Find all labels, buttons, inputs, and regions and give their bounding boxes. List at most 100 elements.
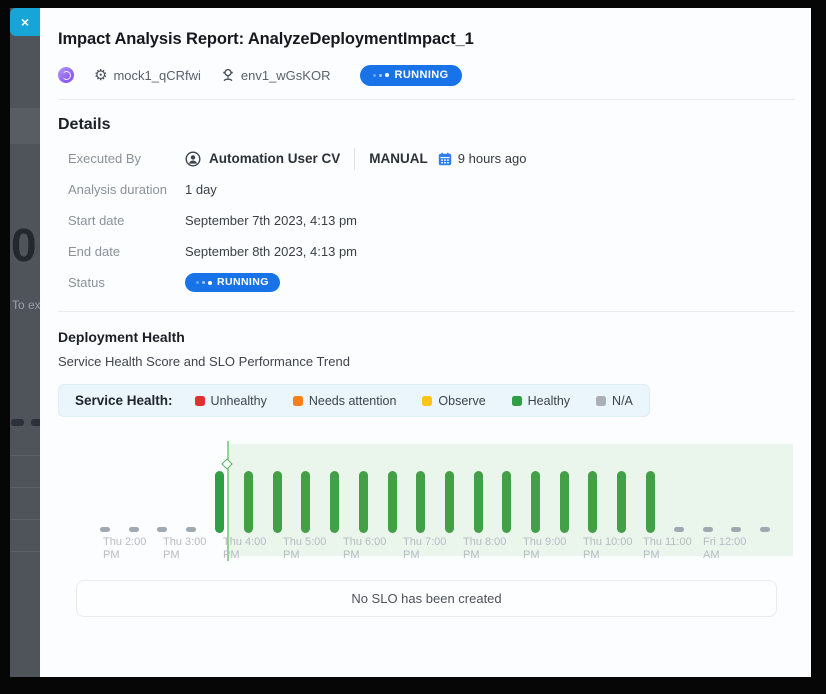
chart-marker[interactable] bbox=[674, 527, 684, 532]
chart-marker[interactable] bbox=[157, 527, 168, 532]
gear-icon: ⚙ bbox=[94, 66, 108, 84]
x-axis-label: Fri 12:00 AM bbox=[703, 536, 747, 561]
x-axis-label: Thu 2:00 PM bbox=[103, 536, 147, 561]
chart-marker[interactable] bbox=[358, 471, 368, 533]
chart-marker[interactable] bbox=[416, 471, 426, 533]
environment-label: env1_wGsKOR bbox=[240, 67, 331, 83]
legend-label: Unhealthy bbox=[210, 393, 267, 408]
detail-value: 1 day bbox=[185, 182, 217, 197]
chart-legend: Service Health: Unhealthy Needs attention… bbox=[58, 384, 650, 417]
detail-label: Executed By bbox=[68, 151, 141, 166]
backdrop-big-number: 0 bbox=[11, 219, 37, 271]
chart-marker[interactable] bbox=[617, 471, 627, 533]
x-axis-label: Thu 11:00 PM bbox=[643, 536, 692, 561]
vertical-divider bbox=[354, 147, 356, 170]
x-axis-label: Thu 8:00 PM bbox=[463, 536, 507, 561]
app-logo-icon bbox=[58, 67, 74, 83]
legend-swatch-icon bbox=[511, 395, 522, 406]
legend-item[interactable]: Unhealthy bbox=[194, 393, 267, 408]
chart-marker[interactable] bbox=[128, 527, 139, 532]
x-axis-label: Thu 6:00 PM bbox=[343, 536, 387, 561]
backdrop-row-divider bbox=[10, 455, 40, 456]
status-row: Status RUNNING bbox=[58, 267, 795, 298]
mock-service-chip: ⚙ mock1_qCRfwi bbox=[94, 68, 201, 83]
legend-swatch-icon bbox=[194, 395, 205, 406]
chart-marker[interactable] bbox=[531, 471, 540, 533]
dimmed-page-backdrop: 0 To exp bbox=[10, 8, 40, 677]
detail-label: Analysis duration bbox=[68, 182, 167, 197]
chart-marker[interactable] bbox=[100, 527, 110, 532]
legend-swatch-icon bbox=[596, 395, 607, 406]
environment-icon bbox=[221, 68, 235, 82]
chart-marker[interactable] bbox=[702, 527, 713, 532]
executed-by-user: Automation User CV bbox=[209, 151, 341, 166]
backdrop-row-divider bbox=[10, 487, 40, 488]
deployment-health-heading: Deployment Health bbox=[58, 329, 185, 345]
calendar-icon bbox=[438, 152, 452, 166]
report-title: Impact Analysis Report: AnalyzeDeploymen… bbox=[58, 30, 474, 48]
detail-label: End date bbox=[68, 244, 121, 259]
backdrop-partial-text: To exp bbox=[12, 298, 40, 312]
chart-marker[interactable] bbox=[387, 471, 397, 533]
legend-items: Unhealthy Needs attention Observe Healthy N/… bbox=[194, 393, 633, 408]
chart-marker[interactable] bbox=[502, 471, 512, 533]
details-rows: Analysis duration 1 day Start date Septembe… bbox=[58, 174, 795, 267]
backdrop-dash bbox=[31, 419, 40, 426]
chart-marker[interactable] bbox=[473, 471, 483, 533]
running-dots-icon bbox=[373, 73, 390, 77]
detail-value: September 7th 2023, 4:13 pm bbox=[185, 213, 358, 228]
detail-row: Start date September 7th 2023, 4:13 pm bbox=[58, 205, 795, 236]
chart-marker[interactable] bbox=[215, 471, 225, 533]
x-axis-label: Thu 7:00 PM bbox=[403, 536, 447, 561]
running-dots-icon bbox=[196, 280, 212, 285]
legend-item[interactable]: Observe bbox=[422, 393, 486, 408]
detail-value: September 8th 2023, 4:13 pm bbox=[185, 244, 358, 259]
user-avatar-icon bbox=[185, 150, 201, 167]
detail-row: Analysis duration 1 day bbox=[58, 174, 795, 205]
chart-marker[interactable] bbox=[186, 527, 197, 532]
executed-by-row: Executed By Automation User CV MANUAL bbox=[58, 143, 795, 174]
legend-swatch-icon bbox=[292, 395, 303, 406]
executed-time: 9 hours ago bbox=[457, 151, 527, 166]
detail-label: Status bbox=[68, 275, 105, 290]
x-axis-label: Thu 9:00 PM bbox=[523, 536, 567, 561]
chart-marker[interactable] bbox=[588, 471, 598, 533]
impact-analysis-modal: Impact Analysis Report: AnalyzeDeploymen… bbox=[40, 8, 811, 677]
chart-marker[interactable] bbox=[731, 527, 742, 532]
environment-chip: env1_wGsKOR bbox=[221, 67, 331, 83]
chart-marker[interactable] bbox=[645, 471, 655, 533]
status-badge: RUNNING bbox=[360, 64, 462, 86]
detail-row: End date September 8th 2023, 4:13 pm bbox=[58, 236, 795, 267]
analysis-start-line bbox=[227, 441, 229, 561]
divider bbox=[58, 99, 795, 100]
legend-label: N/A bbox=[612, 393, 633, 408]
chart-marker[interactable] bbox=[301, 471, 311, 533]
status-badge: RUNNING bbox=[185, 273, 280, 292]
legend-item[interactable]: N/A bbox=[596, 394, 633, 408]
close-button[interactable]: × bbox=[10, 8, 40, 36]
legend-title: Service Health: bbox=[75, 393, 173, 408]
legend-item[interactable]: Needs attention bbox=[292, 393, 397, 408]
chart-marker[interactable] bbox=[330, 471, 340, 533]
x-axis-label: Thu 4:00 PM bbox=[223, 536, 267, 561]
chart-marker[interactable] bbox=[760, 527, 771, 532]
trigger-type: MANUAL bbox=[369, 151, 428, 166]
legend-item[interactable]: Healthy bbox=[511, 394, 570, 408]
x-axis-label: Thu 3:00 PM bbox=[163, 536, 207, 561]
chart-marker[interactable] bbox=[244, 471, 253, 533]
slo-empty-state: No SLO has been created bbox=[76, 580, 777, 617]
legend-label: Needs attention bbox=[308, 393, 397, 408]
details-heading: Details bbox=[58, 116, 111, 133]
chart-marker[interactable] bbox=[272, 471, 282, 533]
chart-marker[interactable] bbox=[444, 471, 454, 533]
detail-label: Start date bbox=[68, 213, 125, 228]
backdrop-dash bbox=[11, 419, 24, 426]
x-axis-label: Thu 5:00 PM bbox=[283, 536, 327, 561]
x-axis-label: Thu 10:00 PM bbox=[583, 536, 633, 561]
backdrop-row-divider bbox=[10, 519, 40, 520]
legend-label: Observe bbox=[438, 393, 486, 408]
report-meta-row: ⚙ mock1_qCRfwi env1_wGsKOR bbox=[58, 64, 795, 86]
backdrop-row-divider bbox=[10, 551, 40, 552]
chart-marker[interactable] bbox=[559, 471, 569, 533]
service-health-chart: Thu 2:00 PM Thu 3:00 PM Thu 4:00 PM Thu 5:00 PM… bbox=[58, 431, 793, 567]
